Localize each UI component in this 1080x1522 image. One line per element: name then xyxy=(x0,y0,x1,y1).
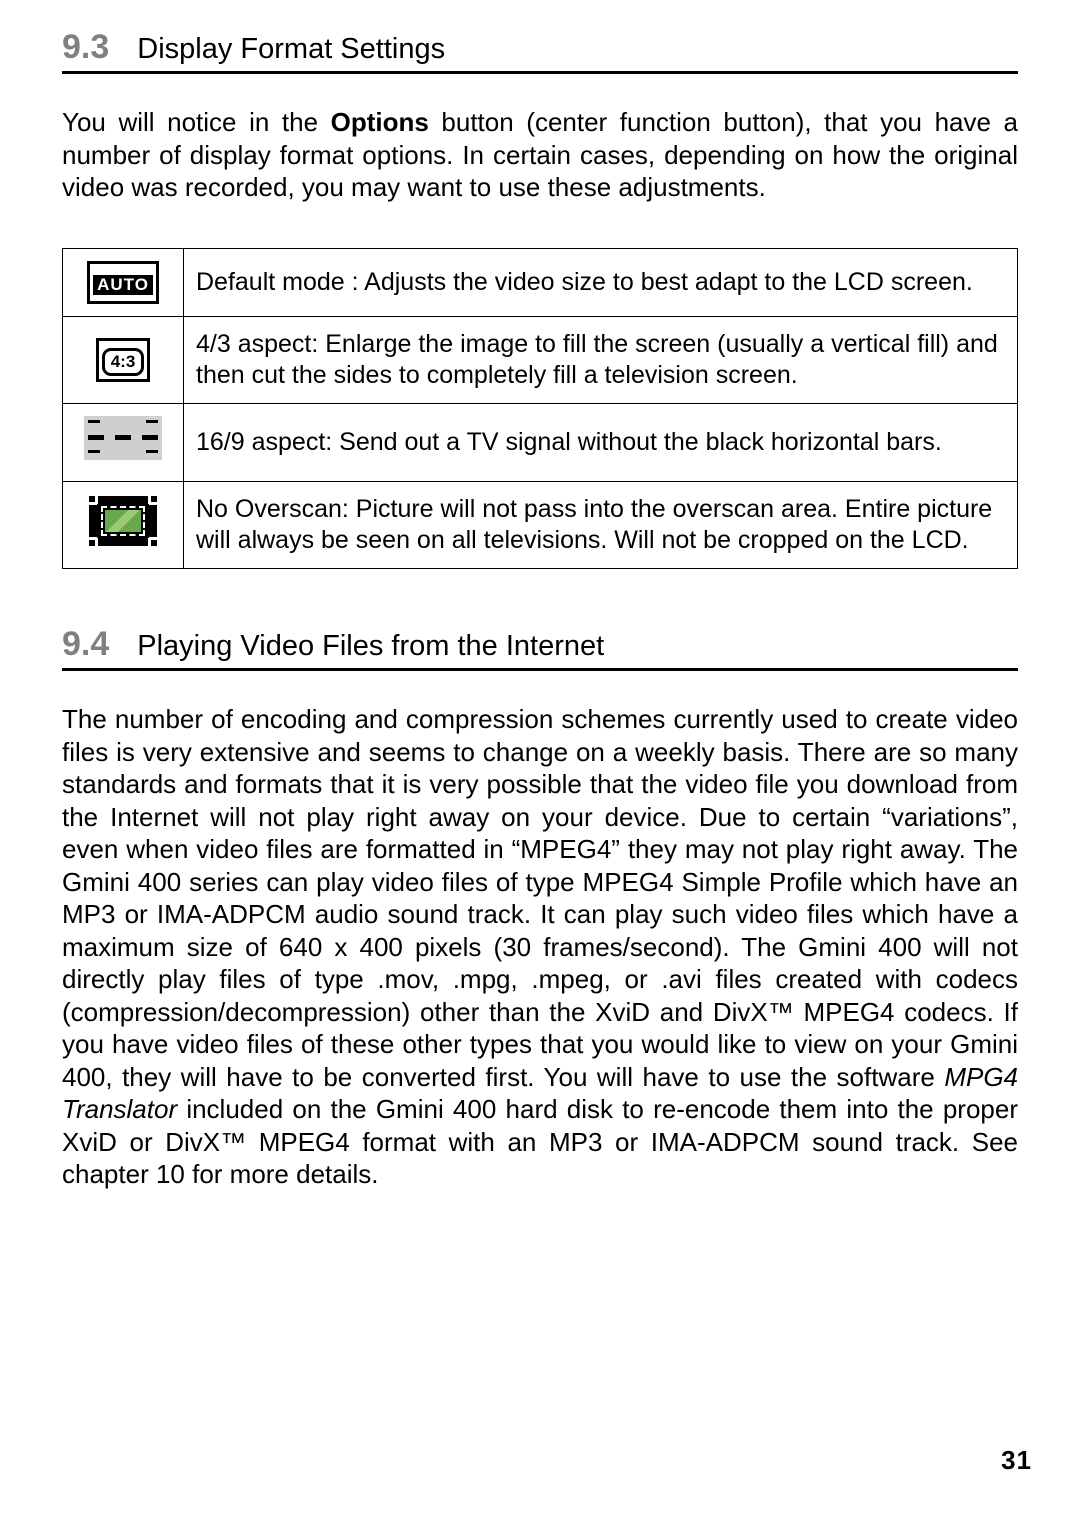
format-desc: Default mode : Adjusts the video size to… xyxy=(184,248,1018,316)
ratio-4-3-label: 4:3 xyxy=(102,348,145,376)
ratio-16-9-icon xyxy=(84,416,162,460)
body-pre: The number of encoding and compression s… xyxy=(62,704,1018,1092)
table-row: 4:3 4/3 aspect: Enlarge the image to fil… xyxy=(63,316,1018,404)
format-desc: No Overscan: Picture will not pass into … xyxy=(184,481,1018,569)
display-format-table: AUTO Default mode : Adjusts the video si… xyxy=(62,248,1018,570)
intro-bold: Options xyxy=(331,107,429,137)
auto-icon-label: AUTO xyxy=(93,275,153,295)
icon-cell-auto: AUTO xyxy=(63,248,184,316)
section-heading-9-4: 9.4 Playing Video Files from the Interne… xyxy=(62,625,1018,671)
section-9-3-intro: You will notice in the Options button (c… xyxy=(62,106,1018,204)
section-heading-9-3: 9.3 Display Format Settings xyxy=(62,28,1018,74)
ratio-4-3-icon: 4:3 xyxy=(96,338,151,382)
icon-cell-4-3: 4:3 xyxy=(63,316,184,404)
section-number: 9.4 xyxy=(62,625,109,664)
section-title: Display Format Settings xyxy=(137,33,445,66)
auto-icon: AUTO xyxy=(87,261,159,304)
icon-cell-16-9 xyxy=(63,404,184,481)
section-number: 9.3 xyxy=(62,28,109,67)
section-title: Playing Video Files from the Internet xyxy=(137,630,604,663)
body-post: included on the Gmini 400 hard disk to r… xyxy=(62,1094,1018,1189)
intro-pre: You will notice in the xyxy=(62,107,331,137)
section-9-4-body: The number of encoding and compression s… xyxy=(62,703,1018,1191)
format-desc: 16/9 aspect: Send out a TV signal withou… xyxy=(184,404,1018,481)
document-page: 9.3 Display Format Settings You will not… xyxy=(0,0,1080,1522)
table-row: AUTO Default mode : Adjusts the video si… xyxy=(63,248,1018,316)
page-number: 31 xyxy=(1001,1445,1032,1476)
table-row: No Overscan: Picture will not pass into … xyxy=(63,481,1018,569)
table-row: 16/9 aspect: Send out a TV signal withou… xyxy=(63,404,1018,481)
icon-cell-overscan xyxy=(63,481,184,569)
no-overscan-icon xyxy=(89,496,157,546)
format-desc: 4/3 aspect: Enlarge the image to fill th… xyxy=(184,316,1018,404)
